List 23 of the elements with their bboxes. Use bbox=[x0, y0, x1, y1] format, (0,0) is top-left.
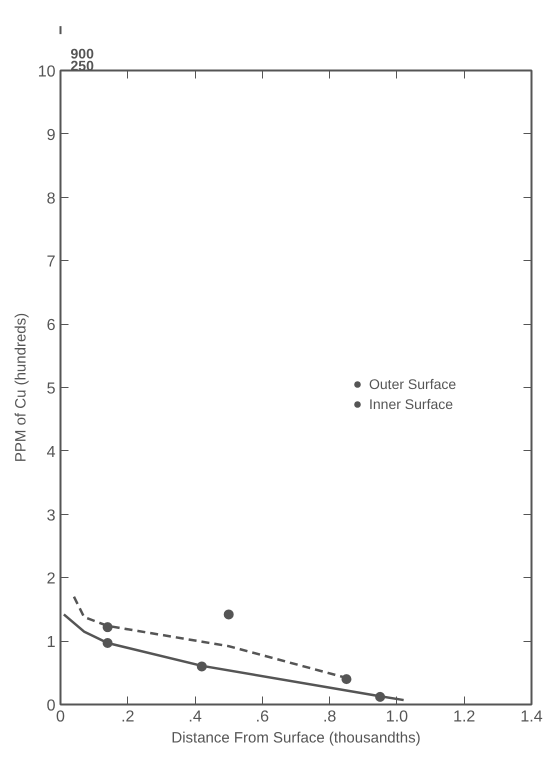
y-tick-label: 1 bbox=[46, 634, 56, 652]
x-tick-label: .4 bbox=[188, 708, 202, 726]
x-tick-label: 1.0 bbox=[386, 708, 408, 726]
y-tick-label: 5 bbox=[46, 380, 56, 398]
y-tick-label: 3 bbox=[46, 507, 56, 524]
y-tick-label: 9 bbox=[46, 126, 56, 144]
x-tick-label: 1.2 bbox=[453, 708, 476, 726]
x-axis-title: Distance From Surface (thousandths) bbox=[171, 730, 421, 746]
legend-label: Inner Surface bbox=[369, 396, 454, 412]
y-axis-title: PPM of Cu (hundreds) bbox=[12, 312, 30, 462]
y-tick-label: 8 bbox=[46, 190, 56, 208]
x-tick-label: .8 bbox=[322, 708, 336, 726]
legend-label: Outer Surface bbox=[369, 376, 456, 392]
x-tick-label: 1.4 bbox=[520, 708, 543, 726]
y-tick-label: 4 bbox=[46, 444, 56, 461]
y-tick-label: 0 bbox=[46, 698, 56, 714]
x-tick-label: .6 bbox=[256, 708, 270, 726]
text: 900 bbox=[70, 46, 94, 62]
y-tick-label: 10 bbox=[38, 64, 56, 80]
x-tick-label: .2 bbox=[121, 708, 135, 726]
y-tick-label: 7 bbox=[46, 254, 56, 271]
y-tick-label: 6 bbox=[46, 317, 56, 334]
y-tick-label: 2 bbox=[46, 570, 56, 588]
